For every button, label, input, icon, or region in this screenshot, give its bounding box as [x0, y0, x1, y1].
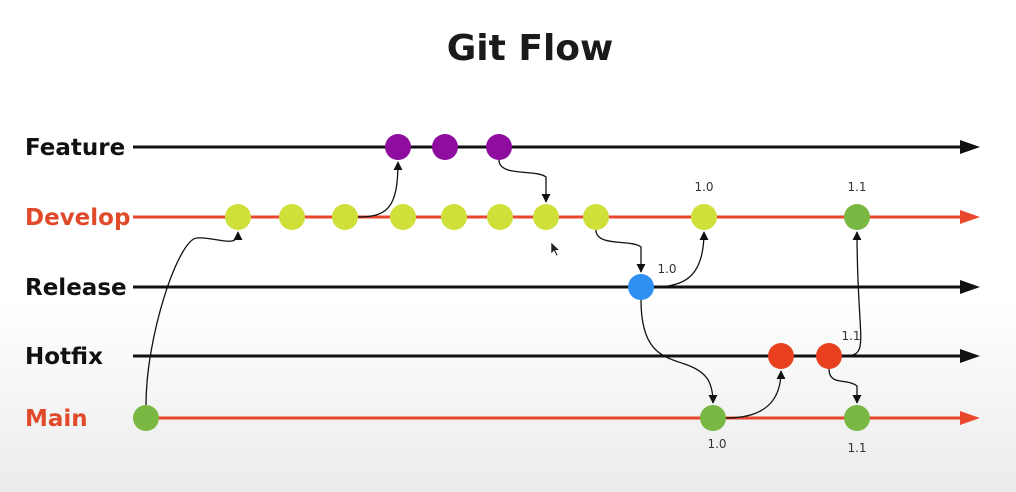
commit-dev_5	[441, 204, 467, 230]
commit-dev_6	[487, 204, 513, 230]
version-tag-hotfix_2: 1.1	[841, 329, 860, 343]
lane-arrow-icon	[960, 349, 980, 363]
lane-arrow-icon	[960, 411, 980, 425]
lane-label-develop: Develop	[25, 205, 130, 231]
lane-label-release: Release	[25, 275, 127, 301]
commit-dev_8	[583, 204, 609, 230]
connection-hotfix_2-to-dev_11	[841, 231, 862, 357]
commit-main_initial	[133, 405, 159, 431]
connection-main_initial-to-dev_1	[145, 231, 243, 406]
commit-release_1	[628, 274, 654, 300]
version-tag-main_11: 1.1	[847, 441, 866, 455]
branch-connections	[145, 159, 862, 419]
commit-feat_3	[486, 134, 512, 160]
commit-hotfix_2	[816, 343, 842, 369]
lane-arrow-icon	[960, 140, 980, 154]
version-tag-dev_10: 1.0	[694, 180, 713, 194]
commit-dev_1	[225, 204, 251, 230]
lane-label-main: Main	[25, 406, 88, 432]
version-tag-release_1: 1.0	[657, 262, 676, 276]
commit-main_11	[844, 405, 870, 431]
commit-main_10	[700, 405, 726, 431]
commit-feat_2	[432, 134, 458, 160]
connection-release_1-to-main_10	[640, 299, 718, 404]
lane-label-feature: Feature	[25, 135, 125, 161]
connection-dev_3-to-feat_1	[357, 161, 403, 218]
commit-feat_1	[385, 134, 411, 160]
connection-hotfix_2-to-main_11	[828, 368, 862, 404]
commit-dev_7	[533, 204, 559, 230]
commit-dev_4	[390, 204, 416, 230]
version-tags: 1.0 1.1 1.0 1.1 1.0 1.1	[657, 180, 866, 455]
commit-dev_10	[691, 204, 717, 230]
commits	[133, 134, 870, 431]
commit-hotfix_1	[768, 343, 794, 369]
lane-label-hotfix: Hotfix	[25, 344, 103, 370]
connection-dev_8-to-release_1	[595, 229, 646, 273]
diagram-title: Git Flow	[447, 28, 614, 69]
commit-dev_2	[279, 204, 305, 230]
commit-dev_11	[844, 204, 870, 230]
connection-feat_3-to-dev_7	[498, 159, 551, 203]
lane-arrow-icon	[960, 210, 980, 224]
mouse-cursor-icon	[550, 241, 561, 257]
connection-main_10-to-hotfix_1	[725, 370, 786, 419]
version-tag-main_10: 1.0	[707, 437, 726, 451]
commit-dev_3	[332, 204, 358, 230]
version-tag-dev_11: 1.1	[847, 180, 866, 194]
lane-arrow-icon	[960, 280, 980, 294]
connection-release_1-to-dev_10	[653, 231, 709, 288]
